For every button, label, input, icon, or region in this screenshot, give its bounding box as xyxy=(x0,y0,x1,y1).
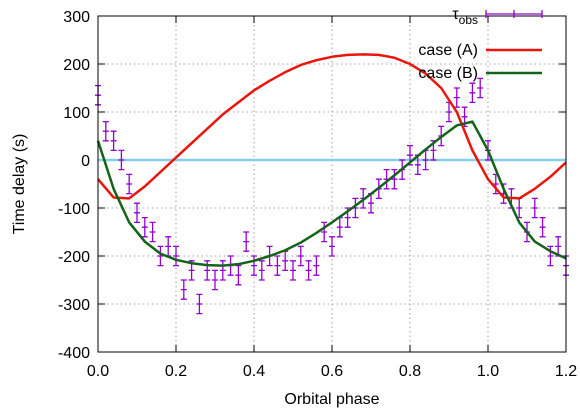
error-bar xyxy=(430,140,437,161)
error-bar xyxy=(313,255,320,276)
legend-label: case (B) xyxy=(418,65,478,82)
y-tick-label: -300 xyxy=(58,297,90,314)
error-bar xyxy=(336,216,343,238)
error-bar xyxy=(352,197,359,219)
error-bar xyxy=(500,183,507,204)
error-bar xyxy=(305,260,312,281)
error-bar xyxy=(531,197,538,219)
error-bar xyxy=(492,173,499,195)
y-axis-label: Time delay (s) xyxy=(11,134,28,235)
error-bar xyxy=(555,236,562,257)
y-tick-label: 300 xyxy=(63,9,90,26)
legend-swatch xyxy=(485,10,543,18)
y-tick-label: -200 xyxy=(58,249,90,266)
line-series xyxy=(97,53,567,200)
error-bar xyxy=(329,236,335,257)
line-series xyxy=(96,120,567,267)
legend-label-main: case (B) xyxy=(418,65,478,82)
legend-label-main: τ xyxy=(452,6,459,23)
error-bar xyxy=(188,260,195,281)
y-tick-label: -100 xyxy=(58,201,90,218)
error-bar xyxy=(344,207,351,228)
y-tick-label: -400 xyxy=(58,345,90,362)
x-tick-label: 1.2 xyxy=(555,363,577,380)
legend-label-main: case (A) xyxy=(418,42,478,59)
error-bar xyxy=(547,245,554,267)
error-bar xyxy=(126,173,133,195)
error-bar xyxy=(180,279,187,300)
x-tick-label: 0.6 xyxy=(321,363,343,380)
error-bar xyxy=(407,144,413,166)
x-tick-label: 0.4 xyxy=(243,363,265,380)
error-bar xyxy=(219,260,226,281)
y-tick-label: 200 xyxy=(63,57,90,74)
error-bar xyxy=(516,197,523,219)
error-bar xyxy=(173,245,179,267)
legend-label: τobs xyxy=(452,6,478,27)
error-bar xyxy=(290,260,296,281)
error-bar xyxy=(446,101,452,123)
error-bar xyxy=(251,255,257,276)
error-bar xyxy=(102,120,109,142)
error-bar xyxy=(461,106,468,128)
x-tick-label: 1.0 xyxy=(477,363,499,380)
error-bar xyxy=(422,149,429,171)
x-axis-label: Orbital phase xyxy=(284,391,379,408)
error-bar xyxy=(110,130,117,152)
error-bar xyxy=(243,231,250,252)
error-bar xyxy=(383,168,390,190)
legend-label: case (A) xyxy=(418,42,478,59)
error-bar xyxy=(469,82,476,104)
error-bar xyxy=(321,221,328,243)
error-bar xyxy=(204,260,211,281)
error-bar xyxy=(165,236,172,257)
error-bar xyxy=(391,168,398,190)
plot-frame xyxy=(97,15,567,353)
error-bar xyxy=(539,216,546,238)
error-bar xyxy=(282,250,289,272)
error-bar xyxy=(212,269,218,291)
error-bar xyxy=(149,221,156,243)
y-tick-label: 0 xyxy=(81,153,90,170)
error-bar xyxy=(477,77,484,99)
error-bar xyxy=(453,87,460,108)
legend-label-subscript: obs xyxy=(459,13,478,27)
error-bar xyxy=(141,216,148,238)
x-tick-label: 0.2 xyxy=(165,363,187,380)
error-bar xyxy=(235,264,242,286)
error-bar xyxy=(196,293,203,315)
error-bar xyxy=(258,260,265,281)
x-tick-label: 0.0 xyxy=(87,363,109,380)
error-bar xyxy=(297,245,304,267)
error-bar xyxy=(274,255,281,276)
x-tick-label: 0.8 xyxy=(399,363,421,380)
error-bar xyxy=(134,202,140,224)
error-bar xyxy=(118,149,125,171)
error-bar xyxy=(157,245,164,267)
y-tick-label: 100 xyxy=(63,105,90,122)
